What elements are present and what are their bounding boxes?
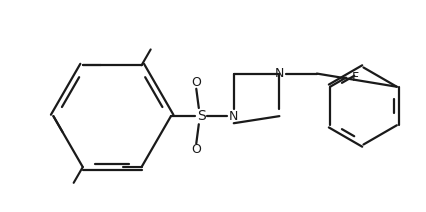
Text: O: O (191, 143, 201, 156)
Text: S: S (196, 109, 205, 123)
Text: O: O (191, 76, 201, 89)
Text: N: N (274, 67, 283, 80)
Text: N: N (228, 110, 238, 123)
Text: F: F (351, 71, 358, 84)
